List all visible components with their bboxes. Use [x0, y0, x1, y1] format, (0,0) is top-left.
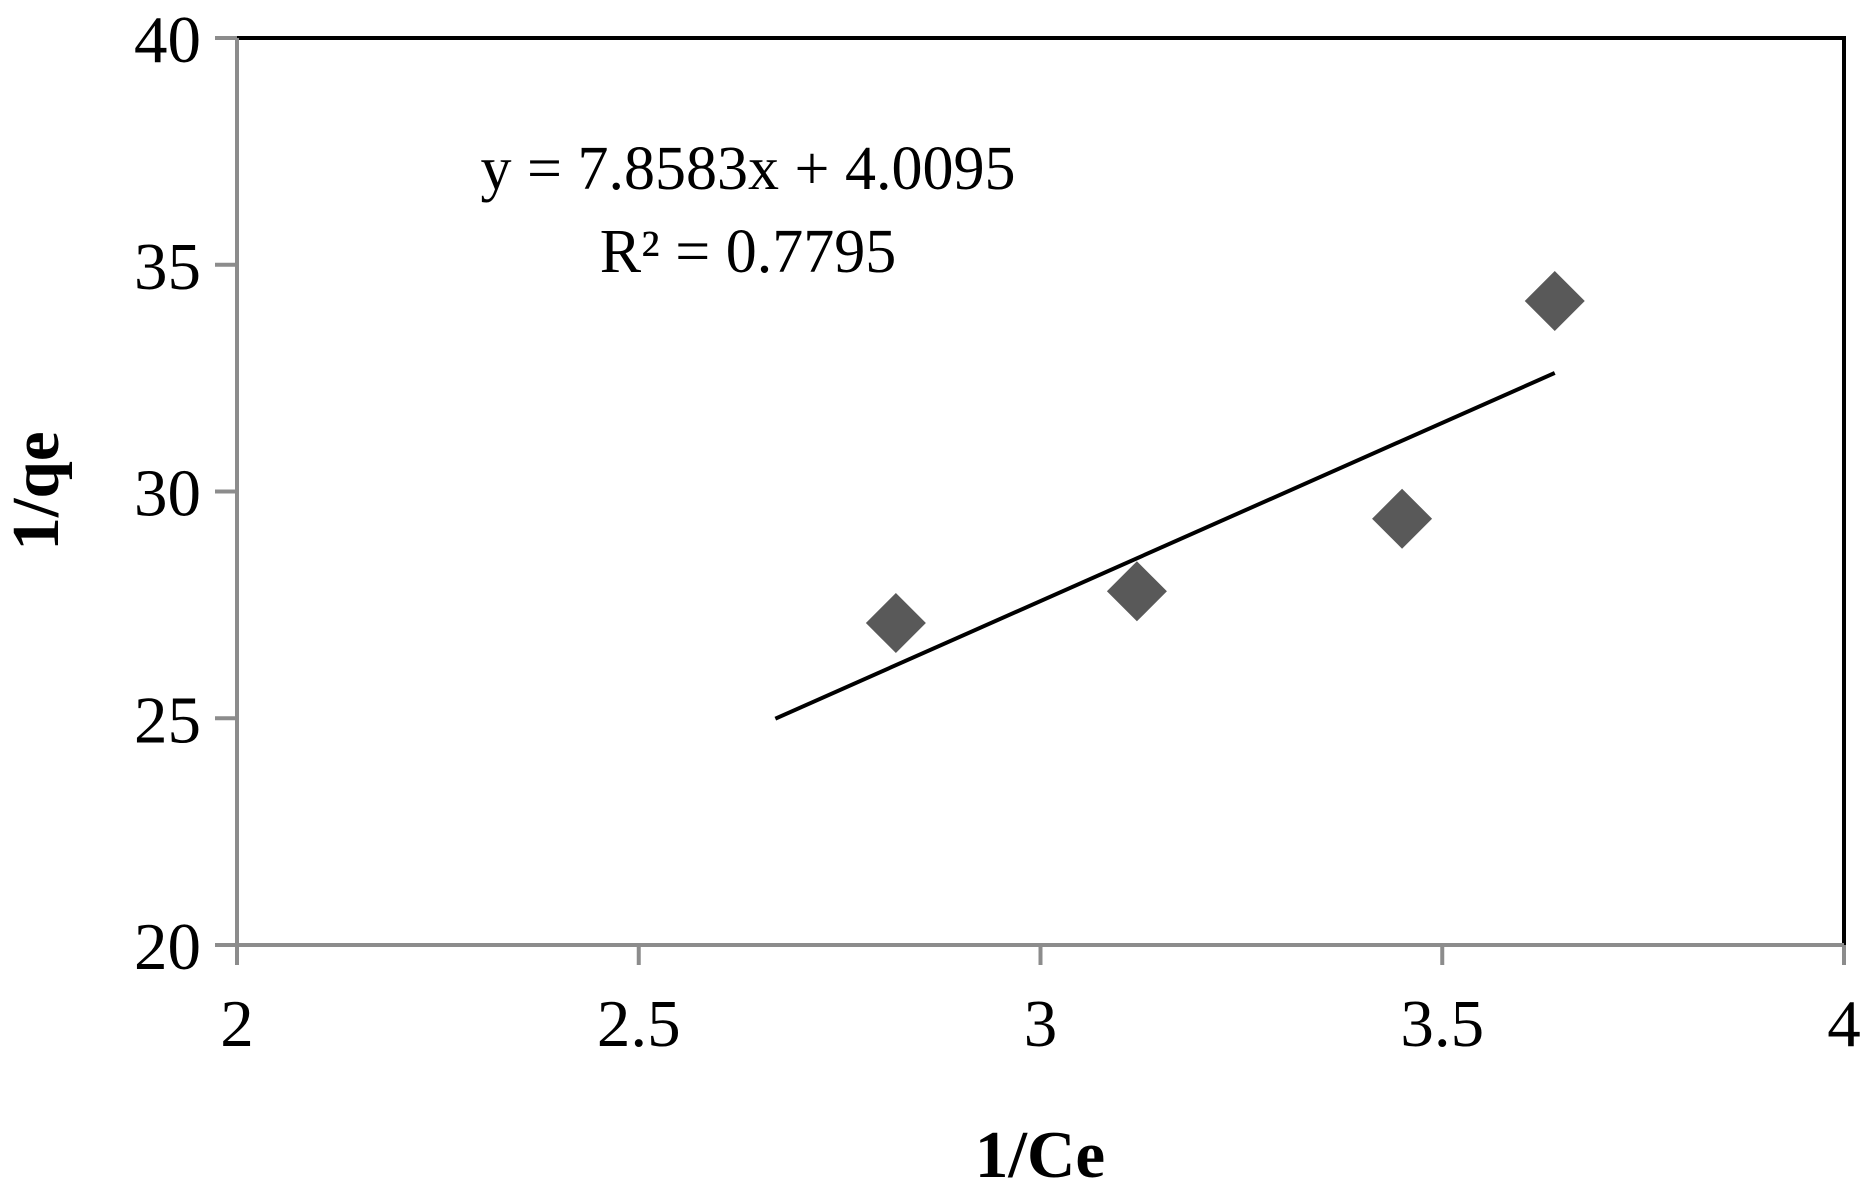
x-axis-ticks: 2 2.5 3 3.5 4	[220, 945, 1861, 1061]
x-tick-label: 3.5	[1400, 987, 1484, 1061]
r-squared-label: R² = 0.7795	[600, 218, 896, 286]
data-points	[865, 271, 1585, 654]
y-axis-ticks: 20 25 30 35 40	[134, 3, 237, 984]
y-tick-label: 30	[134, 457, 201, 531]
x-axis-title: 1/Ce	[975, 1118, 1105, 1188]
trendline	[774, 371, 1556, 721]
y-tick-label: 25	[134, 683, 201, 757]
y-tick-label: 35	[134, 230, 201, 304]
data-point-diamond	[865, 593, 926, 654]
data-point-diamond	[1372, 488, 1433, 549]
trendline-equation: y = 7.8583x + 4.0095	[481, 135, 1016, 203]
trendline-group	[774, 371, 1556, 721]
data-point-diamond	[1524, 271, 1585, 332]
y-axis-title: 1/qe	[0, 431, 73, 550]
x-tick-label: 2.5	[597, 987, 681, 1061]
data-point-diamond	[1106, 561, 1167, 622]
y-tick-label: 20	[134, 910, 201, 984]
x-tick-label: 3	[1024, 987, 1058, 1061]
plot-area-frame	[235, 36, 1846, 947]
x-tick-label: 4	[1827, 987, 1861, 1061]
y-tick-label: 40	[134, 3, 201, 77]
x-tick-label: 2	[220, 987, 254, 1061]
